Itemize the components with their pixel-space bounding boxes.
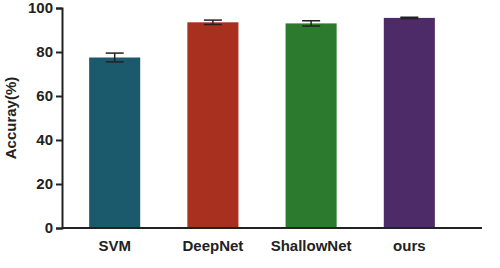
y-tick-label: 40 [36, 131, 53, 148]
error-cap [106, 52, 124, 54]
y-tick-label: 0 [45, 219, 53, 236]
x-tick-label: ours [393, 237, 426, 254]
y-tick: 40 [36, 131, 62, 148]
y-axis-line [56, 9, 63, 229]
y-axis-title: Accuray(%) [2, 77, 19, 160]
x-tick-label: SVM [98, 237, 131, 254]
x-tick-label: DeepNet [182, 237, 243, 254]
error-cap [400, 16, 418, 18]
error-cap [302, 25, 320, 27]
bar [187, 22, 238, 228]
error-cap [106, 61, 124, 63]
error-bar [302, 21, 320, 26]
x-tick: DeepNet [182, 228, 243, 254]
error-cap [204, 24, 222, 26]
x-axis-line [62, 227, 482, 229]
error-stem [114, 53, 116, 62]
y-tick-mark [56, 184, 62, 186]
y-tick: 20 [36, 175, 62, 192]
x-tick: SVM [98, 228, 131, 254]
plot-area [89, 17, 435, 228]
y-tick-label: 60 [36, 87, 53, 104]
error-bar [106, 53, 124, 62]
error-cap [204, 19, 222, 21]
x-tick: ours [393, 228, 426, 254]
y-tick-label: 80 [36, 43, 53, 60]
bar [89, 58, 140, 229]
bar [286, 23, 337, 228]
error-bar [204, 20, 222, 24]
y-tick-mark [56, 96, 62, 98]
y-tick: 60 [36, 87, 62, 104]
error-stem [310, 21, 312, 26]
y-tick-mark [56, 52, 62, 54]
y-tick: 80 [36, 43, 62, 60]
error-cap [400, 18, 418, 20]
y-tick-mark [56, 140, 62, 142]
y-axis: 0 20 40 60 80 100 [28, 0, 63, 236]
chart: 0 20 40 60 80 100 SVM DeepNet ShallowNet ours Accu… [0, 0, 500, 268]
y-tick: 0 [45, 219, 62, 236]
y-tick-label: 20 [36, 175, 53, 192]
x-tick-label: ShallowNet [271, 237, 352, 254]
y-tick-mark [56, 228, 62, 230]
error-bar [400, 17, 418, 18]
x-tick: ShallowNet [271, 228, 352, 254]
bar [384, 18, 435, 228]
error-cap [302, 20, 320, 22]
x-axis: SVM DeepNet ShallowNet ours [62, 228, 482, 254]
y-tick-label: 100 [28, 0, 53, 16]
y-tick-mark [56, 8, 62, 10]
y-tick: 100 [28, 0, 62, 16]
